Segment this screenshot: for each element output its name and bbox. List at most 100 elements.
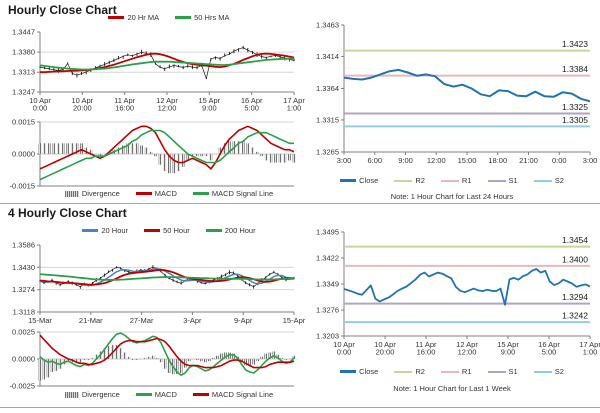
legend-item-r1: R1 (440, 176, 472, 185)
svg-text:18:00: 18:00 (488, 156, 507, 165)
svg-text:21:00: 21:00 (519, 156, 538, 165)
legend-item-s2: S2 (533, 367, 564, 376)
svg-text:16:00: 16:00 (115, 104, 134, 113)
svg-text:20:00: 20:00 (376, 348, 395, 357)
svg-text:12 Apr: 12 Apr (156, 96, 178, 105)
svg-text:17 Apr: 17 Apr (283, 96, 305, 105)
legend-item-close: Close (340, 367, 378, 376)
legend-swatch-r2 (394, 179, 413, 182)
svg-text:1.3384: 1.3384 (562, 64, 588, 74)
svg-text:16 Apr: 16 Apr (241, 96, 263, 105)
svg-text:15-Apr: 15-Apr (283, 316, 306, 325)
svg-text:-0.0025: -0.0025 (10, 382, 35, 391)
legend-item-divergence: Divergence (64, 189, 120, 198)
svg-text:-0.0015: -0.0015 (10, 182, 35, 191)
legend-swatch-s2 (533, 370, 552, 373)
legend-item-50-hrs-ma: 50 Hrs MA (175, 13, 230, 22)
svg-text:1.3305: 1.3305 (562, 115, 588, 125)
legend-label: 50 Hour (163, 226, 190, 235)
note-24h: Note: 1 Hour Chart for Last 24 Hours (390, 192, 514, 201)
svg-text:1:00: 1:00 (583, 348, 598, 357)
legend-swatch-20-hour (82, 228, 99, 233)
svg-text:3-Apr: 3-Apr (183, 316, 202, 325)
legend-label: 200 Hour (224, 226, 256, 235)
legend-swatch-close (340, 369, 357, 374)
svg-text:1.3463: 1.3463 (316, 21, 339, 30)
legend-label: R1 (461, 176, 472, 185)
svg-text:1.3364: 1.3364 (316, 84, 339, 93)
close-pivot-24h-legend: Close R2 R1 S1 S2 (308, 176, 596, 185)
svg-text:1.3325: 1.3325 (562, 102, 588, 112)
svg-text:16 Apr: 16 Apr (538, 340, 560, 349)
legend-label: R2 (415, 176, 425, 185)
svg-text:1.3265: 1.3265 (316, 148, 339, 157)
svg-text:1.3242: 1.3242 (562, 311, 588, 321)
svg-text:0:00: 0:00 (337, 348, 352, 357)
legend-label: Divergence (81, 189, 120, 198)
svg-text:10 Apr: 10 Apr (333, 340, 355, 349)
svg-text:15-Mar: 15-Mar (28, 316, 52, 325)
legend-item-macd-signal-line: MACD Signal Line (192, 390, 274, 399)
svg-text:20:00: 20:00 (73, 104, 92, 113)
legend-swatch-50-hrs-ma (175, 15, 192, 20)
svg-text:1.3294: 1.3294 (562, 292, 588, 302)
svg-text:10 Apr: 10 Apr (374, 340, 396, 349)
svg-text:10 Apr: 10 Apr (29, 96, 51, 105)
svg-text:1.3423: 1.3423 (562, 39, 588, 49)
legend-label: MACD Signal Line (211, 390, 274, 399)
legend-item-20-hr-ma: 20 Hr MA (108, 13, 159, 22)
svg-text:1.3313: 1.3313 (12, 68, 35, 77)
svg-text:1.3430: 1.3430 (12, 263, 35, 272)
svg-text:27-Mar: 27-Mar (130, 316, 154, 325)
legend-swatch-close (340, 178, 357, 183)
legend-item-20-hour: 20 Hour (82, 226, 128, 235)
legend-item-r1: R1 (440, 367, 472, 376)
legend-label: MACD Signal Line (211, 189, 274, 198)
svg-text:12:00: 12:00 (158, 104, 177, 113)
legend-label: 20 Hour (101, 226, 129, 235)
legend-item-macd: MACD (135, 390, 177, 399)
svg-text:9:00: 9:00 (398, 156, 413, 165)
hourly-section-title: Hourly Close Chart (8, 3, 117, 17)
legend-label: S2 (554, 367, 564, 376)
svg-text:9:00: 9:00 (501, 348, 516, 357)
legend-label: MACD (154, 390, 177, 399)
svg-text:5:00: 5:00 (542, 348, 557, 357)
legend-label: Close (359, 367, 379, 376)
section-divider-top (0, 203, 600, 204)
fourh-macd-legend: Divergence MACD MACD Signal Line (40, 390, 298, 399)
legend-item-r2: R2 (394, 176, 425, 185)
legend-swatch-r1 (440, 370, 459, 373)
svg-text:1.3447: 1.3447 (12, 28, 35, 37)
svg-text:3:00: 3:00 (583, 156, 598, 165)
legend-label: Divergence (81, 390, 120, 399)
legend-label: S2 (554, 176, 564, 185)
svg-text:16:00: 16:00 (417, 348, 436, 357)
svg-text:1.3118: 1.3118 (13, 308, 35, 317)
legend-swatch-divergence (64, 391, 79, 398)
close-pivot-1week-legend: Close R2 R1 S1 S2 (308, 367, 596, 376)
legend-item-s1: S1 (487, 176, 518, 185)
legend-swatch-s1 (487, 179, 506, 182)
legend-item-close: Close (340, 176, 378, 185)
svg-text:1.3422: 1.3422 (316, 254, 339, 263)
legend-swatch-50-hour (144, 228, 161, 233)
legend-swatch-macd-signal-line (192, 191, 209, 196)
legend-item-divergence: Divergence (64, 390, 120, 399)
note-1week: Note: 1 Hour Chart for Last 1 Week (393, 384, 511, 393)
section-divider-bottom (0, 407, 600, 408)
svg-text:1.3454: 1.3454 (562, 235, 588, 245)
svg-text:1.3276: 1.3276 (316, 306, 339, 315)
svg-text:15 Apr: 15 Apr (198, 96, 220, 105)
legend-item-50-hour: 50 Hour (144, 226, 190, 235)
svg-text:1.3586: 1.3586 (12, 241, 35, 250)
svg-text:15:00: 15:00 (458, 156, 477, 165)
svg-text:0.0015: 0.0015 (12, 118, 35, 127)
svg-text:1.3400: 1.3400 (562, 254, 588, 264)
svg-text:11 Apr: 11 Apr (415, 340, 437, 349)
legend-swatch-20-hr-ma (108, 15, 125, 20)
legend-label: MACD (154, 189, 177, 198)
legend-item-macd: MACD (135, 189, 177, 198)
legend-label: S1 (508, 367, 518, 376)
